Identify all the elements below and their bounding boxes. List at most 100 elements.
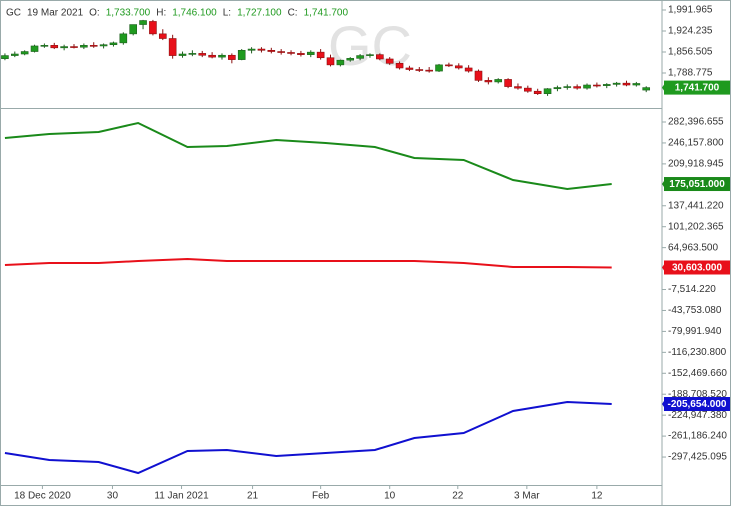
x-tick-label: 12 (591, 491, 603, 502)
candle-body (80, 45, 88, 48)
candle-body (385, 58, 394, 64)
y-tick-label: -116,230.800 (668, 347, 727, 358)
last-value-box (664, 260, 730, 275)
x-tick-label: 30 (107, 491, 119, 502)
x-tick-label: 11 Jan 2021 (154, 491, 209, 502)
y-tick-label: -261,186.240 (668, 431, 727, 442)
last-value-arrow (662, 261, 666, 274)
series-line (4, 400, 612, 475)
y-tick-label: 1,924.235 (668, 26, 713, 37)
header-text: O: (89, 8, 100, 19)
series-line (4, 258, 612, 269)
last-value-box (664, 177, 730, 192)
y-tick-label: 101,202.365 (668, 221, 724, 232)
candle-body (543, 88, 552, 95)
x-tick-label: Feb (312, 491, 330, 502)
y-tick-label: 64,963.500 (668, 242, 718, 253)
candle-body (445, 64, 453, 67)
candle-body (1, 55, 9, 59)
candle-body (632, 83, 641, 86)
last-value-box (664, 397, 730, 412)
header: GC 19 Mar 2021 O: 1,733.700 H: 1,746.100 L: 1,7… (6, 8, 348, 19)
last-value-arrow (662, 178, 666, 191)
candle-body (454, 65, 463, 69)
candle-body (346, 58, 355, 61)
candle-body (139, 20, 147, 25)
y-tick-label: -7,514.220 (668, 284, 716, 295)
candle-body (208, 54, 216, 58)
header-text: 19 Mar 2021 (27, 8, 84, 19)
y-tick-label: -297,425.095 (668, 452, 727, 463)
candle-body (642, 87, 651, 91)
candle-body (277, 51, 285, 53)
last-value-label: 30,603.000 (672, 263, 722, 274)
candle-body (425, 69, 433, 72)
candle-body (287, 52, 295, 54)
candle-body (50, 45, 59, 49)
x-tick-label: 18 Dec 2020 (14, 491, 71, 502)
y-tick-label: 1,991.965 (668, 5, 713, 16)
candle-body (228, 54, 236, 60)
candle-body (504, 79, 512, 87)
y-tick-label: -224,947.380 (668, 410, 727, 421)
candle-body (464, 67, 473, 72)
last-value-arrow (662, 398, 666, 411)
candle-body (533, 90, 542, 95)
candle-body (70, 46, 78, 48)
candle-body (573, 86, 581, 89)
candle-body (247, 48, 256, 51)
candle-body (129, 24, 137, 35)
candle-body (405, 67, 414, 70)
y-tick-label: 209,918.945 (668, 159, 724, 170)
y-tick-label: -152,469.660 (668, 368, 727, 379)
candle-body (326, 57, 335, 66)
y-tick-label: -43,753.080 (668, 305, 722, 316)
candle-body (218, 54, 226, 58)
candle-body (366, 54, 374, 56)
x-tick-label: 3 Mar (514, 491, 540, 502)
x-tick-label: 21 (247, 491, 259, 502)
candle-body (297, 53, 305, 55)
candle-body (168, 38, 177, 56)
candle-body (237, 49, 246, 60)
candle-body (356, 55, 364, 59)
candle-body (395, 63, 404, 69)
candle-body (415, 69, 424, 71)
y-tick-label: 1,788.775 (668, 68, 713, 79)
candle-body (198, 53, 207, 56)
candle-body (474, 70, 483, 81)
candle-body (149, 21, 157, 35)
y-tick-label: 246,157.800 (668, 138, 724, 149)
candle-body (267, 49, 276, 52)
candle-body (484, 80, 493, 83)
candle-body (119, 33, 128, 44)
candle-body (376, 54, 384, 60)
candle-body (89, 45, 98, 47)
candle-body (494, 79, 503, 83)
candle-body (306, 51, 315, 55)
candle-body (40, 45, 49, 47)
candle-body (622, 82, 631, 86)
header-text: C: (288, 8, 298, 19)
x-tick-label: 10 (384, 491, 396, 502)
header-text: 1,733.700 (106, 8, 151, 19)
candle-body (336, 59, 345, 66)
candle-body (563, 86, 572, 88)
x-tick-label: 22 (452, 491, 464, 502)
candle-body (316, 51, 325, 59)
candle-body (20, 51, 29, 55)
candle-body (514, 86, 522, 89)
y-tick-label: 282,396.655 (668, 117, 724, 128)
candle-body (60, 46, 68, 49)
header-text: GC (6, 8, 21, 19)
header-text: 1,741.700 (304, 8, 349, 19)
candle-body (188, 53, 197, 55)
candle-body (158, 33, 167, 39)
candle-body (435, 64, 443, 72)
header-text: 1,727.100 (237, 8, 282, 19)
candle-body (10, 53, 19, 56)
y-tick-label: 137,441.220 (668, 200, 724, 211)
header-text: H: (156, 8, 166, 19)
